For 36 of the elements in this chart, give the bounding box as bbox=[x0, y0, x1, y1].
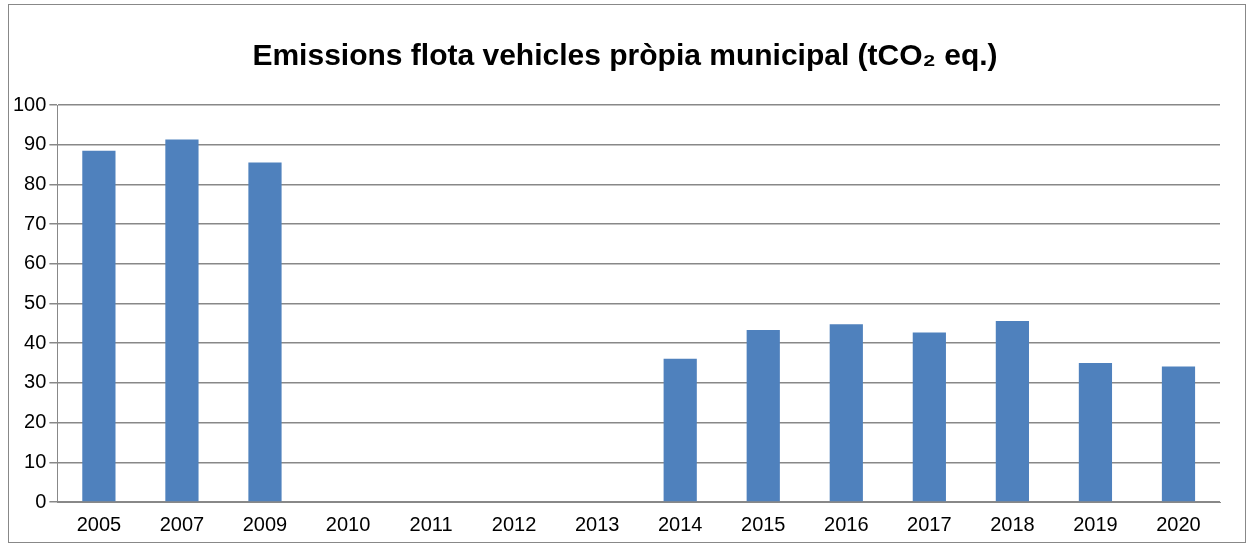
bar bbox=[829, 324, 863, 502]
x-tick-label: 2010 bbox=[325, 512, 371, 535]
x-tick-label: 2015 bbox=[741, 512, 786, 535]
y-tick-label: 70 bbox=[24, 211, 47, 234]
bar bbox=[746, 330, 780, 502]
y-tick-label: 0 bbox=[35, 489, 47, 512]
chart-title: Emissions flota vehicles pròpia municipal (tCO₂ eq.) bbox=[251, 38, 999, 72]
y-tick-label: 60 bbox=[24, 251, 47, 274]
x-tick-label: 2005 bbox=[76, 512, 122, 535]
y-tick-label: 30 bbox=[24, 370, 47, 393]
bar bbox=[1161, 366, 1196, 502]
bar bbox=[912, 332, 946, 502]
x-tick-label: 2013 bbox=[574, 512, 620, 535]
y-tick-label: 50 bbox=[24, 291, 47, 314]
x-tick-label: 2014 bbox=[657, 512, 703, 535]
x-tick-label: 2007 bbox=[159, 512, 205, 535]
bar bbox=[165, 139, 199, 502]
y-tick-label: 20 bbox=[24, 410, 47, 433]
bar bbox=[663, 358, 697, 502]
bar bbox=[995, 320, 1029, 502]
y-tick-label: 90 bbox=[24, 132, 47, 155]
x-tick-label: 2020 bbox=[1156, 512, 1201, 535]
x-tick-label: 2009 bbox=[242, 512, 288, 535]
y-tick-label: 80 bbox=[24, 171, 47, 194]
y-tick-label: 100 bbox=[12, 92, 47, 115]
x-tick-label: 2011 bbox=[409, 512, 453, 535]
bar bbox=[1078, 363, 1113, 502]
y-tick-label: 40 bbox=[24, 330, 47, 353]
bar bbox=[248, 162, 282, 502]
x-tick-label: 2012 bbox=[491, 512, 537, 535]
x-tick-label: 2018 bbox=[990, 512, 1035, 535]
x-tick-label: 2016 bbox=[824, 512, 869, 535]
x-tick-label: 2017 bbox=[907, 512, 952, 535]
x-tick-label: 2019 bbox=[1073, 512, 1118, 535]
y-tick-label: 10 bbox=[24, 449, 47, 472]
bar bbox=[82, 150, 116, 502]
